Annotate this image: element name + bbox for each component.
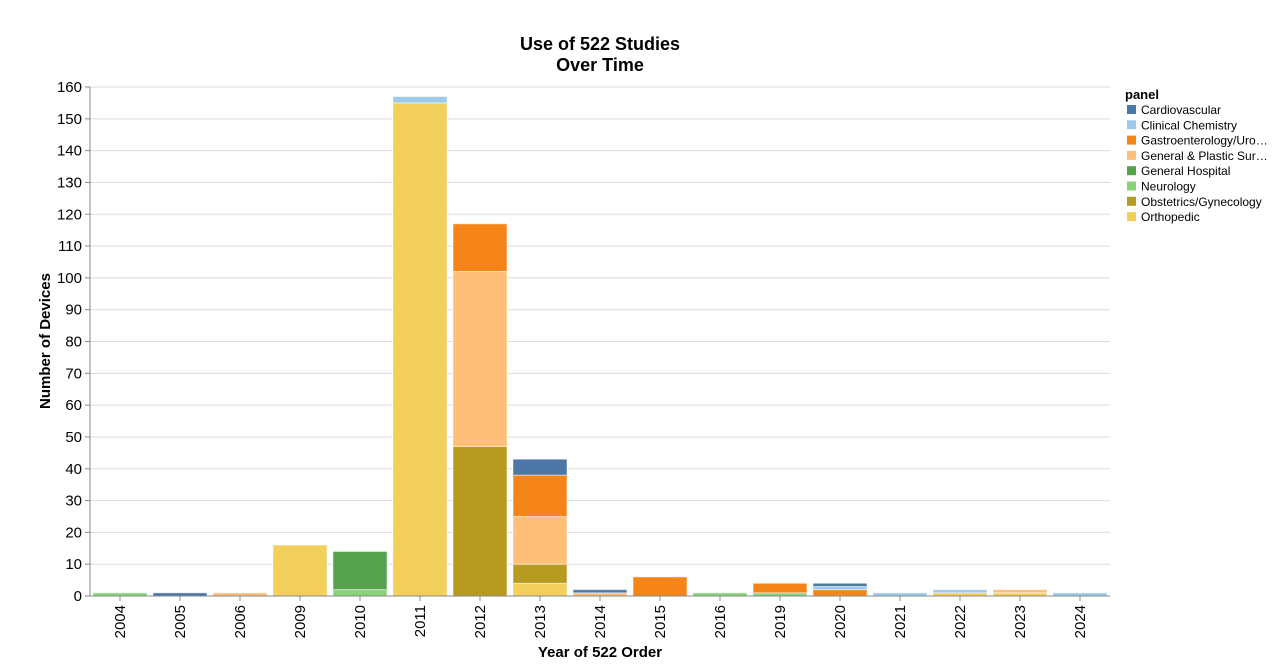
y-tick-label: 60 xyxy=(65,397,82,414)
legend-swatch xyxy=(1127,212,1136,222)
x-tick-label: 2013 xyxy=(532,605,549,638)
bar-segment xyxy=(392,96,448,104)
y-tick-label: 140 xyxy=(57,143,82,160)
y-tick-label: 40 xyxy=(65,461,82,478)
y-tick-label: 50 xyxy=(65,429,82,446)
gridlines xyxy=(90,86,1110,597)
bar-segment xyxy=(812,582,868,587)
bar-segment xyxy=(572,589,628,594)
x-tick-label: 2022 xyxy=(952,605,969,638)
y-tick-label: 20 xyxy=(65,524,82,541)
bar-segment xyxy=(512,515,568,565)
bar-segment xyxy=(812,589,868,597)
x-tick-label: 2024 xyxy=(1072,605,1089,638)
y-tick-label: 160 xyxy=(57,79,82,96)
legend-label: Clinical Chemistry xyxy=(1141,118,1237,132)
y-tick-label: 70 xyxy=(65,365,82,382)
y-tick-label: 80 xyxy=(65,334,82,351)
x-tick-label: 2006 xyxy=(232,605,249,638)
x-tick-label: 2023 xyxy=(1012,605,1029,638)
bar-segment xyxy=(272,544,328,597)
x-tick-label: 2009 xyxy=(292,605,309,638)
y-tick-label: 130 xyxy=(57,174,82,191)
x-tick-label: 2019 xyxy=(772,605,789,638)
y-tick-label: 10 xyxy=(65,556,82,573)
y-tick-label: 150 xyxy=(57,111,82,128)
x-tick-label: 2014 xyxy=(592,605,609,638)
bar-segment xyxy=(512,474,568,517)
legend-swatch xyxy=(1127,181,1136,191)
x-tick-label: 2010 xyxy=(352,605,369,638)
bar-segment xyxy=(512,458,568,476)
legend-swatch xyxy=(1127,135,1136,145)
bar-segment xyxy=(632,576,688,597)
bar-segment xyxy=(512,582,568,597)
legend-label: Obstetrics/Gynecology xyxy=(1141,195,1262,209)
chart-title-line-1: Use of 522 Studies xyxy=(520,34,680,54)
legend-label: Cardiovascular xyxy=(1141,103,1221,117)
bar-segment xyxy=(752,582,808,594)
bar-segment xyxy=(332,589,388,597)
y-tick-label: 120 xyxy=(57,206,82,223)
x-tick-label: 2004 xyxy=(112,605,129,638)
bar-segment xyxy=(452,445,508,597)
x-axis-label: Year of 522 Order xyxy=(538,644,662,661)
legend-label: General Hospital xyxy=(1141,164,1230,178)
y-tick-label: 90 xyxy=(65,302,82,319)
chart-title-line-2: Over Time xyxy=(556,55,644,75)
x-tick-label: 2011 xyxy=(412,605,429,637)
y-tick-label: 110 xyxy=(58,238,82,255)
legend-label: General & Plastic Sur… xyxy=(1141,149,1268,163)
legend-title: panel xyxy=(1125,87,1159,102)
x-tick-label: 2012 xyxy=(472,605,489,638)
bars xyxy=(92,96,1108,597)
bar-segment xyxy=(452,271,508,447)
bar-segment xyxy=(512,563,568,584)
x-tick-label: 2020 xyxy=(832,605,849,638)
y-axis-label: Number of Devices xyxy=(37,273,54,409)
legend-label: Gastroenterology/Uro… xyxy=(1141,134,1268,148)
legend-swatch xyxy=(1127,120,1136,130)
x-tick-label: 2005 xyxy=(172,605,189,638)
legend-label: Neurology xyxy=(1141,180,1196,194)
y-tick-label: 30 xyxy=(65,493,82,510)
legend-swatch xyxy=(1127,196,1136,206)
legend-swatch xyxy=(1127,150,1136,160)
bar-segment xyxy=(392,102,448,597)
x-tick-label: 2016 xyxy=(712,605,729,638)
y-tick-label: 100 xyxy=(57,270,82,287)
bar-segment xyxy=(932,589,988,594)
axes: 0 10 20 30 40 50 60 70 80 90 100 110 120 130 140 150 160… xyxy=(57,79,1110,638)
bar-segment xyxy=(332,550,388,591)
legend-label: Orthopedic xyxy=(1141,210,1200,224)
bar-segment xyxy=(992,589,1048,594)
bar-segment xyxy=(452,223,508,273)
y-tick-label: 0 xyxy=(74,588,82,605)
x-tick-label: 2021 xyxy=(892,605,909,638)
x-tick-label: 2015 xyxy=(652,605,669,638)
legend-swatch xyxy=(1127,105,1136,114)
legend-swatch xyxy=(1127,166,1136,176)
